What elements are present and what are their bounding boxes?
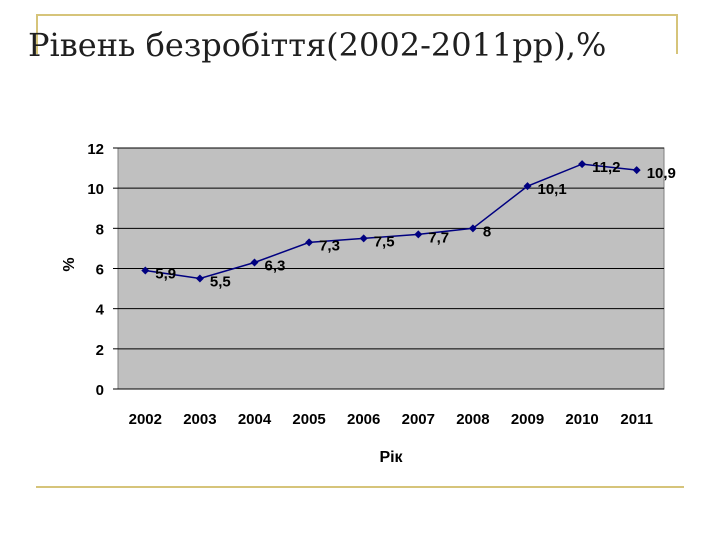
- data-label: 10,9: [647, 165, 676, 182]
- data-point: [141, 266, 150, 275]
- data-point: [468, 224, 477, 233]
- data-label: 8: [483, 223, 491, 240]
- data-point: [195, 274, 204, 283]
- y-tick-label: 8: [96, 221, 104, 238]
- data-label: 7,3: [319, 237, 340, 254]
- data-label: 11,2: [592, 159, 620, 176]
- y-tick-label: 12: [87, 141, 104, 158]
- series-line: [145, 163, 637, 280]
- x-tick-label: 2005: [292, 411, 325, 428]
- slide-title: Рівень безробіття(2002-2011рр),%: [28, 26, 607, 64]
- y-tick-label: 6: [96, 262, 104, 279]
- data-point: [414, 230, 423, 239]
- data-point: [250, 258, 259, 267]
- y-axis-ticks: 0 2 4 6 8 10 12: [87, 141, 118, 399]
- x-axis-title: Рік: [379, 449, 403, 466]
- bottom-rule: [36, 486, 684, 488]
- y-axis-title: %: [61, 257, 78, 271]
- data-point: [578, 160, 587, 169]
- x-tick-label: 2007: [402, 411, 435, 428]
- y-tick-label: 0: [96, 382, 104, 399]
- series-group: 5,9 5,5 6,3 7,3 7,5 7,7 8 10,1 11,2 10,9: [141, 159, 676, 291]
- y-tick-label: 10: [87, 181, 104, 198]
- x-tick-label: 2010: [565, 411, 598, 428]
- data-point: [305, 238, 314, 247]
- data-label: 7,5: [374, 233, 395, 250]
- data-point: [523, 182, 532, 191]
- x-tick-label: 2004: [238, 411, 272, 428]
- x-tick-label: 2002: [129, 411, 162, 428]
- y-tick-label: 4: [96, 302, 105, 319]
- top-rule: [36, 14, 678, 16]
- top-rule-left-edge: [36, 14, 38, 54]
- data-label: 10,1: [538, 181, 567, 198]
- data-label: 7,7: [428, 229, 449, 246]
- data-label: 5,9: [155, 266, 176, 283]
- x-axis-ticks: 2002 2003 2004 2005 2006 2007 2008 2009 2010 2011: [129, 411, 653, 428]
- gridlines: [118, 147, 664, 390]
- x-tick-label: 2008: [456, 411, 489, 428]
- x-tick-label: 2009: [511, 411, 544, 428]
- y-tick-label: 2: [96, 342, 104, 359]
- x-tick-label: 2003: [183, 411, 216, 428]
- data-point: [359, 234, 368, 243]
- top-rule-right-edge: [676, 14, 678, 54]
- data-point: [632, 166, 641, 175]
- x-tick-label: 2006: [347, 411, 380, 428]
- data-label: 6,3: [265, 257, 286, 274]
- x-tick-label: 2011: [620, 411, 653, 428]
- data-label: 5,5: [210, 274, 231, 291]
